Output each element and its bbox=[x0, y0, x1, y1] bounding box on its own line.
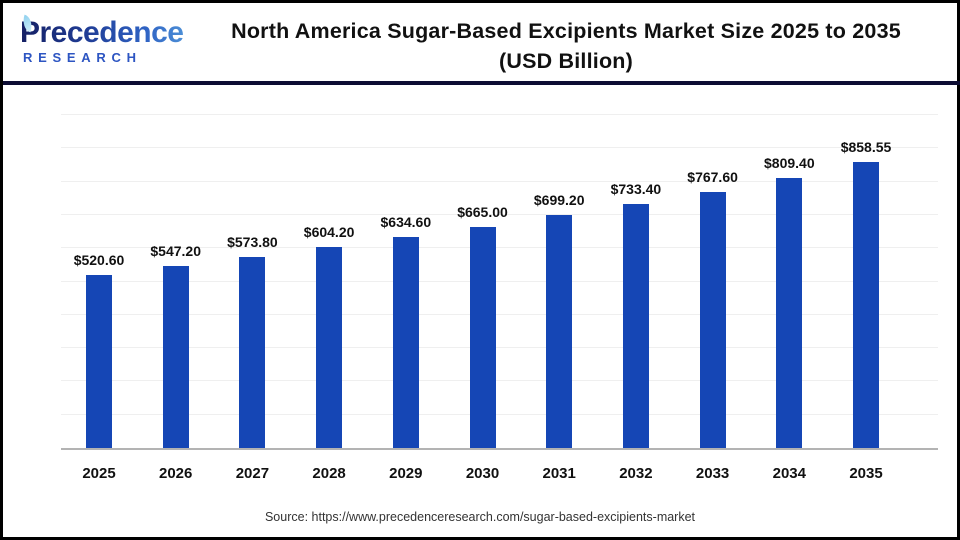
bar-2028 bbox=[316, 246, 343, 448]
bar-group-2032: $733.40 2032 bbox=[596, 115, 676, 482]
x-axis-label-2033: 2033 bbox=[695, 465, 730, 482]
gridline bbox=[61, 114, 938, 115]
bar-2030 bbox=[469, 226, 496, 448]
plot-area: $520.60 2025 $547.20 2026 $573.80 2027 $604.20… bbox=[59, 114, 938, 482]
bar-value-label-2028: $604.20 bbox=[303, 223, 355, 240]
bar-2033 bbox=[699, 192, 726, 448]
bar-2034 bbox=[776, 178, 803, 448]
chart-title-line-1: North America Sugar-Based Excipients Mar… bbox=[231, 19, 901, 43]
bar-value-label-2029: $634.60 bbox=[380, 213, 432, 230]
gridline bbox=[61, 213, 938, 215]
source-text: Source: https://www.precedenceresearch.c… bbox=[264, 510, 696, 524]
bar-group-2030: $665.00 2030 bbox=[443, 115, 523, 482]
bar-value-label-2030: $665.00 bbox=[457, 203, 508, 220]
x-axis-label-2032: 2032 bbox=[619, 465, 653, 482]
bar-group-2031: $699.20 2031 bbox=[519, 115, 599, 482]
x-axis-label-2025: 2025 bbox=[82, 465, 116, 482]
bar-group-2029: $634.60 2029 bbox=[366, 115, 446, 482]
bar-value-label-2025: $520.60 bbox=[73, 251, 125, 268]
bar-2035 bbox=[853, 162, 879, 448]
precedence-research-logo: Precedence RESEARCH bbox=[6, 6, 188, 65]
header: Precedence RESEARCH North America Sugar-… bbox=[6, 6, 954, 81]
x-axis-line bbox=[61, 448, 938, 450]
x-axis-label-2034: 2034 bbox=[772, 465, 806, 482]
bar-value-label-2027: $573.80 bbox=[227, 233, 278, 250]
gridline bbox=[61, 180, 938, 182]
bar-group-2033: $767.60 2033 bbox=[673, 115, 753, 482]
bar-2029 bbox=[392, 236, 419, 448]
chart-title: North America Sugar-Based Excipients Mar… bbox=[188, 6, 954, 76]
bar-value-label-2032: $733.40 bbox=[610, 180, 662, 197]
bar-2025 bbox=[86, 274, 112, 448]
gridline bbox=[61, 413, 938, 415]
bar-2026 bbox=[162, 265, 189, 448]
gridline bbox=[61, 247, 938, 249]
gridline bbox=[61, 380, 938, 382]
bar-group-2026: $547.20 2026 bbox=[136, 115, 216, 482]
bar-value-label-2031: $699.20 bbox=[533, 192, 585, 209]
bar-2027 bbox=[239, 256, 266, 448]
bar-2031 bbox=[546, 215, 573, 448]
logo-subtitle: RESEARCH bbox=[23, 50, 142, 65]
bar-group-2028: $604.20 2028 bbox=[289, 115, 369, 482]
bar-group-2025: $520.60 2025 bbox=[59, 115, 139, 482]
x-axis-label-2031: 2031 bbox=[542, 465, 576, 482]
x-axis-label-2030: 2030 bbox=[465, 465, 500, 482]
x-axis-label-2035: 2035 bbox=[849, 465, 883, 482]
bar-group-2035: $858.55 2035 bbox=[826, 115, 906, 482]
bar-2032 bbox=[622, 203, 649, 448]
bar-group-2034: $809.40 2034 bbox=[749, 115, 829, 482]
x-axis-label-2026: 2026 bbox=[159, 465, 193, 482]
bar-value-label-2034: $809.40 bbox=[763, 155, 815, 172]
x-axis-label-2027: 2027 bbox=[235, 465, 270, 482]
header-divider bbox=[3, 81, 960, 85]
bar-value-label-2026: $547.20 bbox=[150, 242, 201, 259]
gridline bbox=[61, 147, 938, 149]
gridline bbox=[61, 313, 938, 315]
logo-wordmark: Precedence bbox=[20, 18, 188, 48]
bar-value-label-2035: $858.55 bbox=[840, 139, 892, 156]
gridline bbox=[61, 280, 938, 282]
chart-title-line-2: (USD Billion) bbox=[499, 49, 633, 73]
bar-value-label-2033: $767.60 bbox=[687, 169, 738, 186]
bar-group-2027: $573.80 2027 bbox=[212, 115, 292, 482]
x-axis-label-2029: 2029 bbox=[389, 465, 423, 482]
gridline bbox=[61, 347, 938, 349]
x-axis-label-2028: 2028 bbox=[312, 465, 346, 482]
